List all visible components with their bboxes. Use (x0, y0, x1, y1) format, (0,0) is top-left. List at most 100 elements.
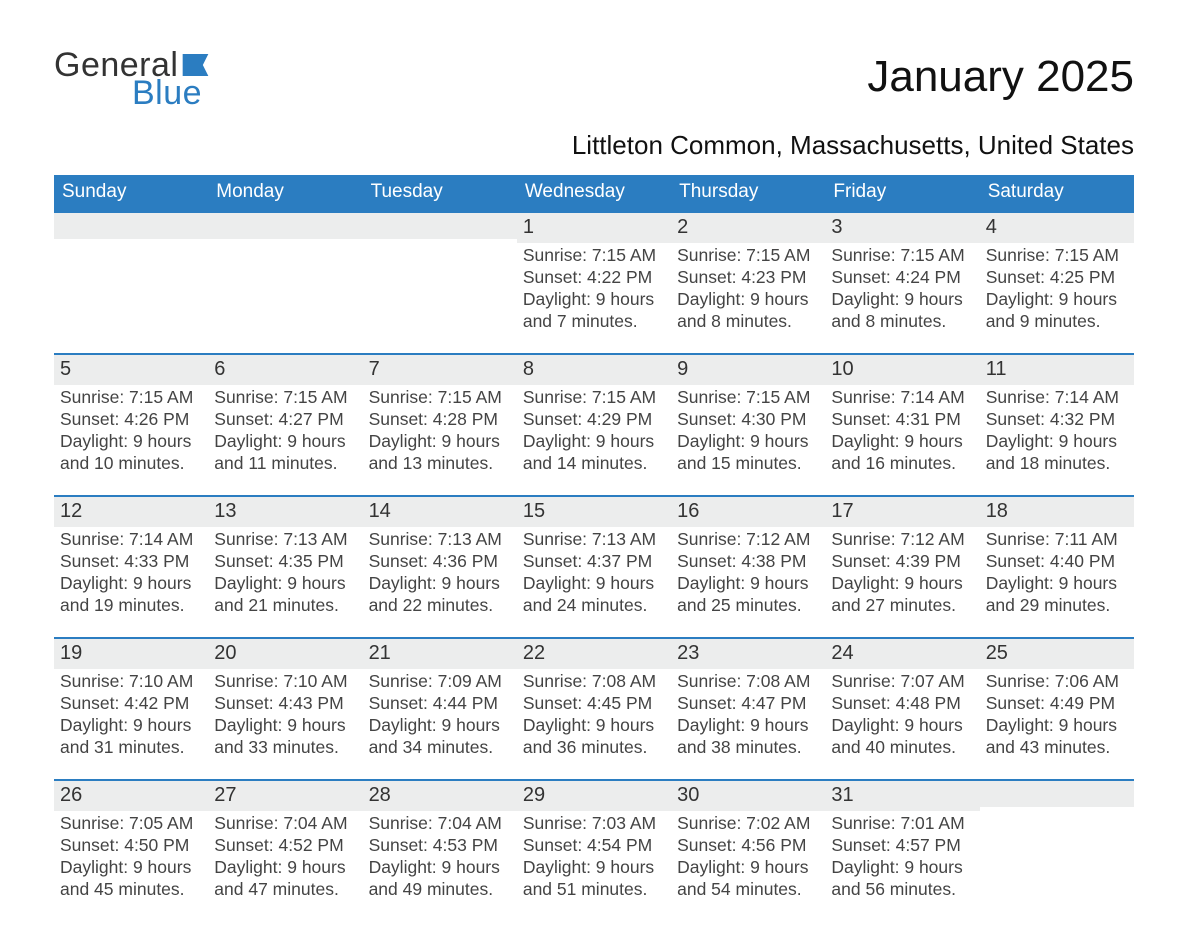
daylight-line: Daylight: 9 hours and 8 minutes. (831, 289, 973, 333)
daylight-line: Daylight: 9 hours and 15 minutes. (677, 431, 819, 475)
day-details: Sunrise: 7:10 AMSunset: 4:42 PMDaylight:… (54, 669, 208, 763)
sunset-line: Sunset: 4:29 PM (523, 409, 665, 431)
sunrise-line: Sunrise: 7:13 AM (369, 529, 511, 551)
day-cell: 8Sunrise: 7:15 AMSunset: 4:29 PMDaylight… (517, 355, 671, 485)
sunset-line: Sunset: 4:30 PM (677, 409, 819, 431)
day-details: Sunrise: 7:06 AMSunset: 4:49 PMDaylight:… (980, 669, 1134, 763)
day-cell: 25Sunrise: 7:06 AMSunset: 4:49 PMDayligh… (980, 639, 1134, 769)
day-number: 5 (54, 355, 208, 385)
weekday-label: Monday (208, 175, 362, 211)
day-number: 18 (980, 497, 1134, 527)
day-details: Sunrise: 7:05 AMSunset: 4:50 PMDaylight:… (54, 811, 208, 905)
day-cell: 27Sunrise: 7:04 AMSunset: 4:52 PMDayligh… (208, 781, 362, 911)
day-number (980, 781, 1134, 807)
day-number: 11 (980, 355, 1134, 385)
sunrise-line: Sunrise: 7:15 AM (523, 245, 665, 267)
day-number: 22 (517, 639, 671, 669)
daylight-line: Daylight: 9 hours and 54 minutes. (677, 857, 819, 901)
daylight-line: Daylight: 9 hours and 40 minutes. (831, 715, 973, 759)
weekday-label: Tuesday (363, 175, 517, 211)
weekday-label: Wednesday (517, 175, 671, 211)
sunrise-line: Sunrise: 7:15 AM (214, 387, 356, 409)
day-details: Sunrise: 7:10 AMSunset: 4:43 PMDaylight:… (208, 669, 362, 763)
day-cell: 18Sunrise: 7:11 AMSunset: 4:40 PMDayligh… (980, 497, 1134, 627)
daylight-line: Daylight: 9 hours and 25 minutes. (677, 573, 819, 617)
day-cell: 22Sunrise: 7:08 AMSunset: 4:45 PMDayligh… (517, 639, 671, 769)
day-number: 14 (363, 497, 517, 527)
sunset-line: Sunset: 4:25 PM (986, 267, 1128, 289)
sunrise-line: Sunrise: 7:15 AM (523, 387, 665, 409)
header-row: General Blue January 2025 (54, 48, 1134, 110)
day-number: 26 (54, 781, 208, 811)
day-number: 30 (671, 781, 825, 811)
sunrise-line: Sunrise: 7:11 AM (986, 529, 1128, 551)
sunset-line: Sunset: 4:23 PM (677, 267, 819, 289)
day-cell: 6Sunrise: 7:15 AMSunset: 4:27 PMDaylight… (208, 355, 362, 485)
day-number: 1 (517, 213, 671, 243)
sunset-line: Sunset: 4:39 PM (831, 551, 973, 573)
sunrise-line: Sunrise: 7:15 AM (677, 245, 819, 267)
day-details: Sunrise: 7:14 AMSunset: 4:32 PMDaylight:… (980, 385, 1134, 479)
sunrise-line: Sunrise: 7:15 AM (986, 245, 1128, 267)
sunrise-line: Sunrise: 7:02 AM (677, 813, 819, 835)
day-number: 12 (54, 497, 208, 527)
day-details: Sunrise: 7:04 AMSunset: 4:53 PMDaylight:… (363, 811, 517, 905)
day-number (363, 213, 517, 239)
day-number: 8 (517, 355, 671, 385)
day-number: 25 (980, 639, 1134, 669)
week-row: 19Sunrise: 7:10 AMSunset: 4:42 PMDayligh… (54, 637, 1134, 769)
day-details: Sunrise: 7:07 AMSunset: 4:48 PMDaylight:… (825, 669, 979, 763)
sunrise-line: Sunrise: 7:12 AM (677, 529, 819, 551)
daylight-line: Daylight: 9 hours and 29 minutes. (986, 573, 1128, 617)
sunrise-line: Sunrise: 7:13 AM (523, 529, 665, 551)
day-details: Sunrise: 7:14 AMSunset: 4:33 PMDaylight:… (54, 527, 208, 621)
weekday-header: SundayMondayTuesdayWednesdayThursdayFrid… (54, 175, 1134, 211)
day-cell (208, 213, 362, 343)
day-cell: 26Sunrise: 7:05 AMSunset: 4:50 PMDayligh… (54, 781, 208, 911)
daylight-line: Daylight: 9 hours and 43 minutes. (986, 715, 1128, 759)
week-row: 1Sunrise: 7:15 AMSunset: 4:22 PMDaylight… (54, 211, 1134, 343)
sunset-line: Sunset: 4:47 PM (677, 693, 819, 715)
day-cell: 1Sunrise: 7:15 AMSunset: 4:22 PMDaylight… (517, 213, 671, 343)
sunrise-line: Sunrise: 7:13 AM (214, 529, 356, 551)
day-number: 21 (363, 639, 517, 669)
calendar: SundayMondayTuesdayWednesdayThursdayFrid… (54, 175, 1134, 911)
day-cell: 13Sunrise: 7:13 AMSunset: 4:35 PMDayligh… (208, 497, 362, 627)
daylight-line: Daylight: 9 hours and 18 minutes. (986, 431, 1128, 475)
day-details: Sunrise: 7:15 AMSunset: 4:27 PMDaylight:… (208, 385, 362, 479)
sunset-line: Sunset: 4:31 PM (831, 409, 973, 431)
day-cell: 7Sunrise: 7:15 AMSunset: 4:28 PMDaylight… (363, 355, 517, 485)
day-details: Sunrise: 7:15 AMSunset: 4:25 PMDaylight:… (980, 243, 1134, 337)
day-cell: 20Sunrise: 7:10 AMSunset: 4:43 PMDayligh… (208, 639, 362, 769)
day-cell: 24Sunrise: 7:07 AMSunset: 4:48 PMDayligh… (825, 639, 979, 769)
sunrise-line: Sunrise: 7:15 AM (369, 387, 511, 409)
day-cell: 21Sunrise: 7:09 AMSunset: 4:44 PMDayligh… (363, 639, 517, 769)
day-details: Sunrise: 7:13 AMSunset: 4:35 PMDaylight:… (208, 527, 362, 621)
sunrise-line: Sunrise: 7:03 AM (523, 813, 665, 835)
daylight-line: Daylight: 9 hours and 56 minutes. (831, 857, 973, 901)
day-cell: 16Sunrise: 7:12 AMSunset: 4:38 PMDayligh… (671, 497, 825, 627)
day-details: Sunrise: 7:02 AMSunset: 4:56 PMDaylight:… (671, 811, 825, 905)
daylight-line: Daylight: 9 hours and 10 minutes. (60, 431, 202, 475)
sunrise-line: Sunrise: 7:04 AM (369, 813, 511, 835)
sunrise-line: Sunrise: 7:10 AM (214, 671, 356, 693)
week-row: 12Sunrise: 7:14 AMSunset: 4:33 PMDayligh… (54, 495, 1134, 627)
sunrise-line: Sunrise: 7:15 AM (831, 245, 973, 267)
day-details: Sunrise: 7:14 AMSunset: 4:31 PMDaylight:… (825, 385, 979, 479)
daylight-line: Daylight: 9 hours and 27 minutes. (831, 573, 973, 617)
day-cell: 17Sunrise: 7:12 AMSunset: 4:39 PMDayligh… (825, 497, 979, 627)
sunrise-line: Sunrise: 7:08 AM (523, 671, 665, 693)
sunrise-line: Sunrise: 7:06 AM (986, 671, 1128, 693)
day-number: 19 (54, 639, 208, 669)
daylight-line: Daylight: 9 hours and 36 minutes. (523, 715, 665, 759)
sunrise-line: Sunrise: 7:01 AM (831, 813, 973, 835)
day-number (54, 213, 208, 239)
day-number: 2 (671, 213, 825, 243)
daylight-line: Daylight: 9 hours and 24 minutes. (523, 573, 665, 617)
day-cell: 11Sunrise: 7:14 AMSunset: 4:32 PMDayligh… (980, 355, 1134, 485)
sunset-line: Sunset: 4:22 PM (523, 267, 665, 289)
daylight-line: Daylight: 9 hours and 33 minutes. (214, 715, 356, 759)
day-number (208, 213, 362, 239)
weekday-label: Saturday (980, 175, 1134, 211)
sunrise-line: Sunrise: 7:09 AM (369, 671, 511, 693)
